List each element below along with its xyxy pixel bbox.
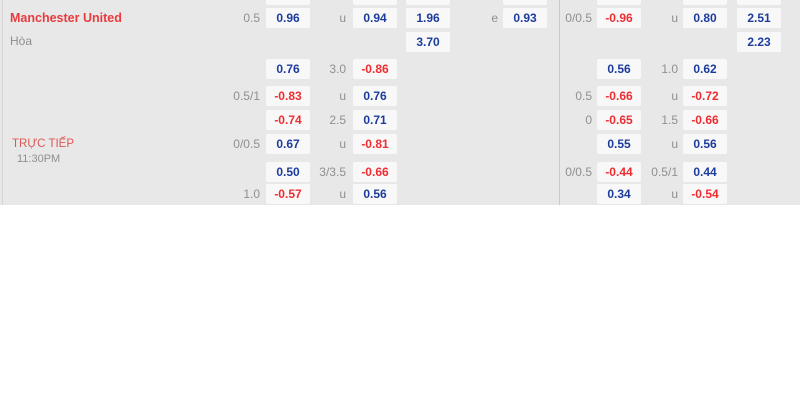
odds-value-box[interactable] — [266, 0, 310, 5]
odds-value-box[interactable]: 2.23 — [737, 32, 781, 52]
handicap-label: 0.5 — [575, 89, 592, 103]
odds-value-box[interactable]: 0.71 — [353, 110, 397, 130]
handicap-label: u — [671, 137, 678, 151]
odds-value-box[interactable]: -0.81 — [353, 134, 397, 154]
handicap-label: 1.5 — [661, 113, 678, 127]
odds-column-divider — [559, 0, 560, 205]
handicap-label: 0.5/1 — [651, 165, 678, 179]
odds-value-box[interactable]: -0.83 — [266, 86, 310, 106]
odds-value-box[interactable] — [406, 0, 450, 5]
odds-value-box[interactable] — [737, 0, 781, 5]
odds-value-box[interactable]: 0.34 — [597, 184, 641, 204]
odds-value-box[interactable]: -0.96 — [597, 8, 641, 28]
handicap-label: 3.0 — [329, 62, 346, 76]
odds-value-box[interactable]: 0.56 — [353, 184, 397, 204]
handicap-label: u — [339, 137, 346, 151]
odds-value-box[interactable]: 1.96 — [406, 8, 450, 28]
odds-value-box[interactable]: 0.62 — [683, 59, 727, 79]
odds-value-box[interactable]: 0.76 — [353, 86, 397, 106]
match-time: 11:30PM — [17, 153, 61, 165]
handicap-label: u — [339, 187, 346, 201]
handicap-label: 1.0 — [243, 187, 260, 201]
odds-value-box[interactable]: 3.70 — [406, 32, 450, 52]
odds-value-box[interactable]: -0.54 — [683, 184, 727, 204]
handicap-label: 2.5 — [329, 113, 346, 127]
odds-value-box[interactable]: 0.67 — [266, 134, 310, 154]
odds-value-box[interactable]: 0.56 — [683, 134, 727, 154]
handicap-label: u — [339, 89, 346, 103]
match-odds-panel: Manchester United Hòa TRỰC TIẾP 11:30PM … — [0, 0, 800, 205]
handicap-label: u — [671, 89, 678, 103]
odds-value-box[interactable]: 0.56 — [597, 59, 641, 79]
odds-value-box[interactable]: -0.74 — [266, 110, 310, 130]
handicap-label: 0/0.5 — [565, 11, 592, 25]
odds-value-box[interactable] — [683, 0, 727, 5]
odds-value-box[interactable]: 2.51 — [737, 8, 781, 28]
odds-value-box[interactable]: -0.86 — [353, 59, 397, 79]
handicap-label: u — [671, 187, 678, 201]
odds-value-box[interactable]: -0.57 — [266, 184, 310, 204]
handicap-label: 0.5 — [243, 11, 260, 25]
home-team-name: Manchester United — [10, 11, 122, 25]
draw-label: Hòa — [10, 34, 33, 48]
odds-value-box[interactable]: 0.44 — [683, 162, 727, 182]
odds-value-box[interactable]: -0.65 — [597, 110, 641, 130]
handicap-label: 1.0 — [661, 62, 678, 76]
panel-left-border — [2, 0, 3, 205]
handicap-label: u — [339, 11, 346, 25]
odds-value-box[interactable]: -0.66 — [597, 86, 641, 106]
odds-value-box[interactable] — [353, 0, 397, 5]
handicap-label: e — [491, 11, 498, 25]
odds-value-box[interactable]: 0.80 — [683, 8, 727, 28]
odds-value-box[interactable] — [597, 0, 641, 5]
handicap-label: 3/3.5 — [319, 165, 346, 179]
handicap-label: 0/0.5 — [233, 137, 260, 151]
odds-value-box[interactable]: 0.55 — [597, 134, 641, 154]
handicap-label: 0.5/1 — [233, 89, 260, 103]
odds-value-box[interactable]: 0.94 — [353, 8, 397, 28]
odds-value-box[interactable]: -0.72 — [683, 86, 727, 106]
odds-value-box[interactable]: 0.96 — [266, 8, 310, 28]
odds-value-box[interactable]: 0.93 — [503, 8, 547, 28]
odds-value-box[interactable] — [503, 0, 547, 5]
odds-value-box[interactable]: -0.44 — [597, 162, 641, 182]
odds-value-box[interactable]: -0.66 — [683, 110, 727, 130]
live-label: TRỰC TIẾP — [12, 138, 75, 150]
odds-value-box[interactable]: 0.76 — [266, 59, 310, 79]
handicap-label: 0/0.5 — [565, 165, 592, 179]
odds-value-box[interactable]: -0.66 — [353, 162, 397, 182]
handicap-label: u — [671, 11, 678, 25]
odds-value-box[interactable]: 0.50 — [266, 162, 310, 182]
handicap-label: 0 — [585, 113, 592, 127]
